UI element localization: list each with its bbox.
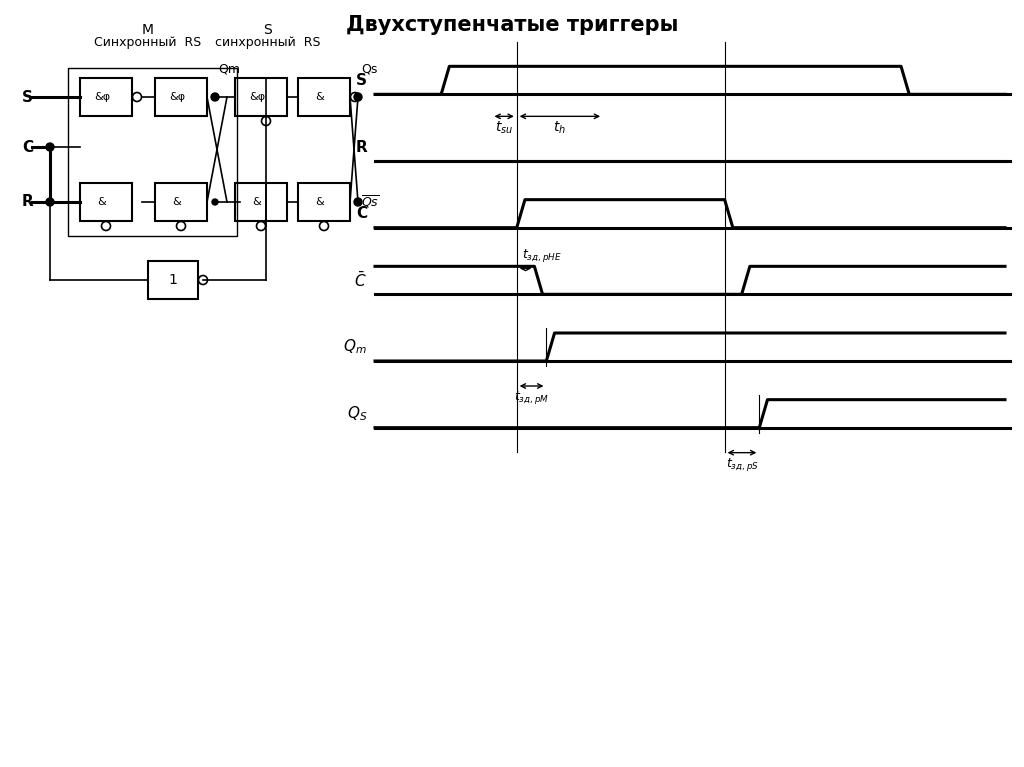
Text: &: & — [173, 197, 181, 207]
Circle shape — [350, 93, 359, 101]
Text: S: S — [356, 73, 367, 88]
Circle shape — [261, 117, 270, 126]
Text: $t_{зд,р М}$: $t_{зд,р М}$ — [514, 389, 549, 406]
Text: Двухступенчатые триггеры: Двухступенчатые триггеры — [346, 15, 678, 35]
Text: &: & — [253, 197, 261, 207]
Circle shape — [211, 93, 219, 101]
Text: 1: 1 — [169, 273, 177, 287]
Circle shape — [101, 222, 111, 231]
Bar — [234, 183, 287, 221]
Text: &φ: &φ — [94, 92, 110, 102]
Circle shape — [354, 198, 362, 206]
Text: R: R — [22, 195, 34, 209]
Text: &: & — [315, 92, 325, 102]
Text: $\overline{Qs}$: $\overline{Qs}$ — [361, 194, 379, 210]
Circle shape — [46, 143, 54, 151]
Bar — [234, 78, 287, 116]
Text: синхронный  RS: синхронный RS — [215, 36, 321, 49]
Circle shape — [199, 275, 208, 285]
Text: R: R — [355, 140, 367, 154]
Bar — [298, 183, 350, 221]
Text: $t_h$: $t_h$ — [553, 120, 566, 136]
Text: C: C — [356, 206, 367, 221]
Text: &φ: &φ — [169, 92, 185, 102]
Text: Qs: Qs — [361, 62, 378, 75]
Circle shape — [132, 93, 141, 101]
Circle shape — [319, 222, 329, 231]
Text: $Q_S$: $Q_S$ — [346, 404, 367, 423]
Text: C: C — [22, 140, 33, 154]
Circle shape — [46, 198, 54, 206]
Circle shape — [354, 93, 362, 101]
Text: $\bar{C}$: $\bar{C}$ — [354, 271, 367, 290]
Text: M: M — [142, 23, 154, 37]
Circle shape — [256, 222, 265, 231]
Bar — [155, 183, 207, 221]
Text: $t_{зд,р НЕ}$: $t_{зд,р НЕ}$ — [522, 247, 561, 265]
Text: $Q_m$: $Q_m$ — [343, 337, 367, 357]
Bar — [155, 78, 207, 116]
Text: Синхронный  RS: Синхронный RS — [94, 36, 202, 49]
Bar — [298, 78, 350, 116]
Text: S: S — [263, 23, 272, 37]
Text: &: & — [315, 197, 325, 207]
Text: S: S — [22, 90, 33, 104]
Bar — [68, 68, 237, 236]
Circle shape — [212, 199, 218, 205]
Circle shape — [176, 222, 185, 231]
Bar — [80, 183, 132, 221]
Bar — [80, 78, 132, 116]
Text: &: & — [97, 197, 106, 207]
Bar — [148, 261, 198, 299]
Text: Qm: Qm — [218, 62, 240, 75]
Text: $t_{зд,р S}$: $t_{зд,р S}$ — [726, 456, 759, 472]
Text: $t_{su}$: $t_{su}$ — [495, 120, 513, 136]
Text: &φ: &φ — [249, 92, 265, 102]
